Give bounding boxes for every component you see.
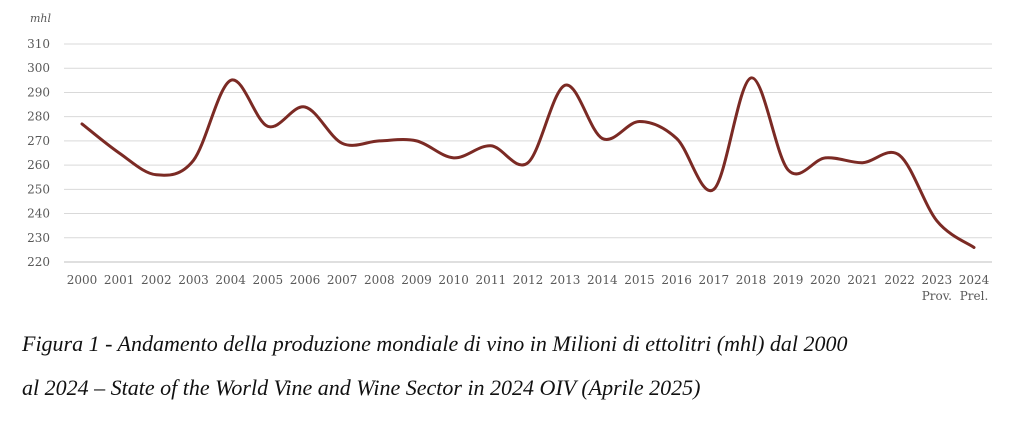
- caption-line-2: al 2024 – State of the World Vine and Wi…: [22, 375, 701, 400]
- x-tick-label: 2016: [661, 273, 692, 287]
- x-tick-label: 2012: [513, 273, 544, 287]
- gridlines: [64, 43, 992, 263]
- y-tick-label: 230: [27, 231, 50, 245]
- x-tick-label: 2022: [884, 273, 915, 287]
- y-tick-label: 250: [27, 182, 50, 196]
- x-tick-label: 2002: [141, 273, 172, 287]
- x-tick-label: 2004: [215, 273, 246, 287]
- x-tick-label: 2010: [438, 273, 469, 287]
- figure-caption: Figura 1 - Andamento della produzione mo…: [22, 322, 1012, 410]
- x-tick-label: 2008: [364, 273, 395, 287]
- x-tick-label: 2019: [773, 273, 804, 287]
- series-lines: [80, 76, 976, 249]
- x-tick-label: 2018: [736, 273, 767, 287]
- x-tick-label: 2013: [550, 273, 581, 287]
- x-tick-label: 2007: [327, 273, 358, 287]
- x-tick-label: 2015: [624, 273, 655, 287]
- x-tick-label: 2009: [401, 273, 432, 287]
- x-tick-label: 2014: [587, 273, 618, 287]
- series-line-0: [80, 76, 976, 249]
- x-tick-label: 2011: [476, 273, 507, 287]
- x-tick-label: 2020: [810, 273, 841, 287]
- y-tick-label: 300: [27, 61, 50, 75]
- x-axis-ticks: 2000 2001 2002 2003 2004 2005 2006 2007 2008 2009…: [67, 273, 990, 300]
- x-tick-label: 2023: [922, 273, 953, 287]
- x-tick-label: 2017: [699, 273, 730, 287]
- x-tick-label: 2006: [290, 273, 321, 287]
- y-tick-label: 280: [27, 110, 50, 124]
- y-tick-label: 270: [27, 134, 50, 148]
- x-tick-label: 2005: [253, 273, 284, 287]
- caption-line-1: Figura 1 - Andamento della produzione mo…: [22, 331, 848, 356]
- x-tick-sublabel: Prov.: [922, 289, 952, 300]
- x-tick-label: 2024: [959, 273, 990, 287]
- y-axis-ticks: 220 230 240 250 260 270 280 290 300 310: [27, 37, 50, 269]
- y-tick-label: 260: [27, 158, 50, 172]
- x-tick-label: 2001: [104, 273, 135, 287]
- x-tick-label: 2021: [847, 273, 878, 287]
- y-tick-label: 290: [27, 85, 50, 99]
- x-tick-label: 2003: [178, 273, 209, 287]
- y-tick-label: 220: [27, 255, 50, 269]
- y-axis-unit-label: mhl: [30, 12, 52, 25]
- x-tick-label: 2000: [67, 273, 98, 287]
- x-tick-sublabel: Prel.: [960, 289, 989, 300]
- y-tick-label: 310: [27, 37, 50, 51]
- y-tick-label: 240: [27, 207, 50, 221]
